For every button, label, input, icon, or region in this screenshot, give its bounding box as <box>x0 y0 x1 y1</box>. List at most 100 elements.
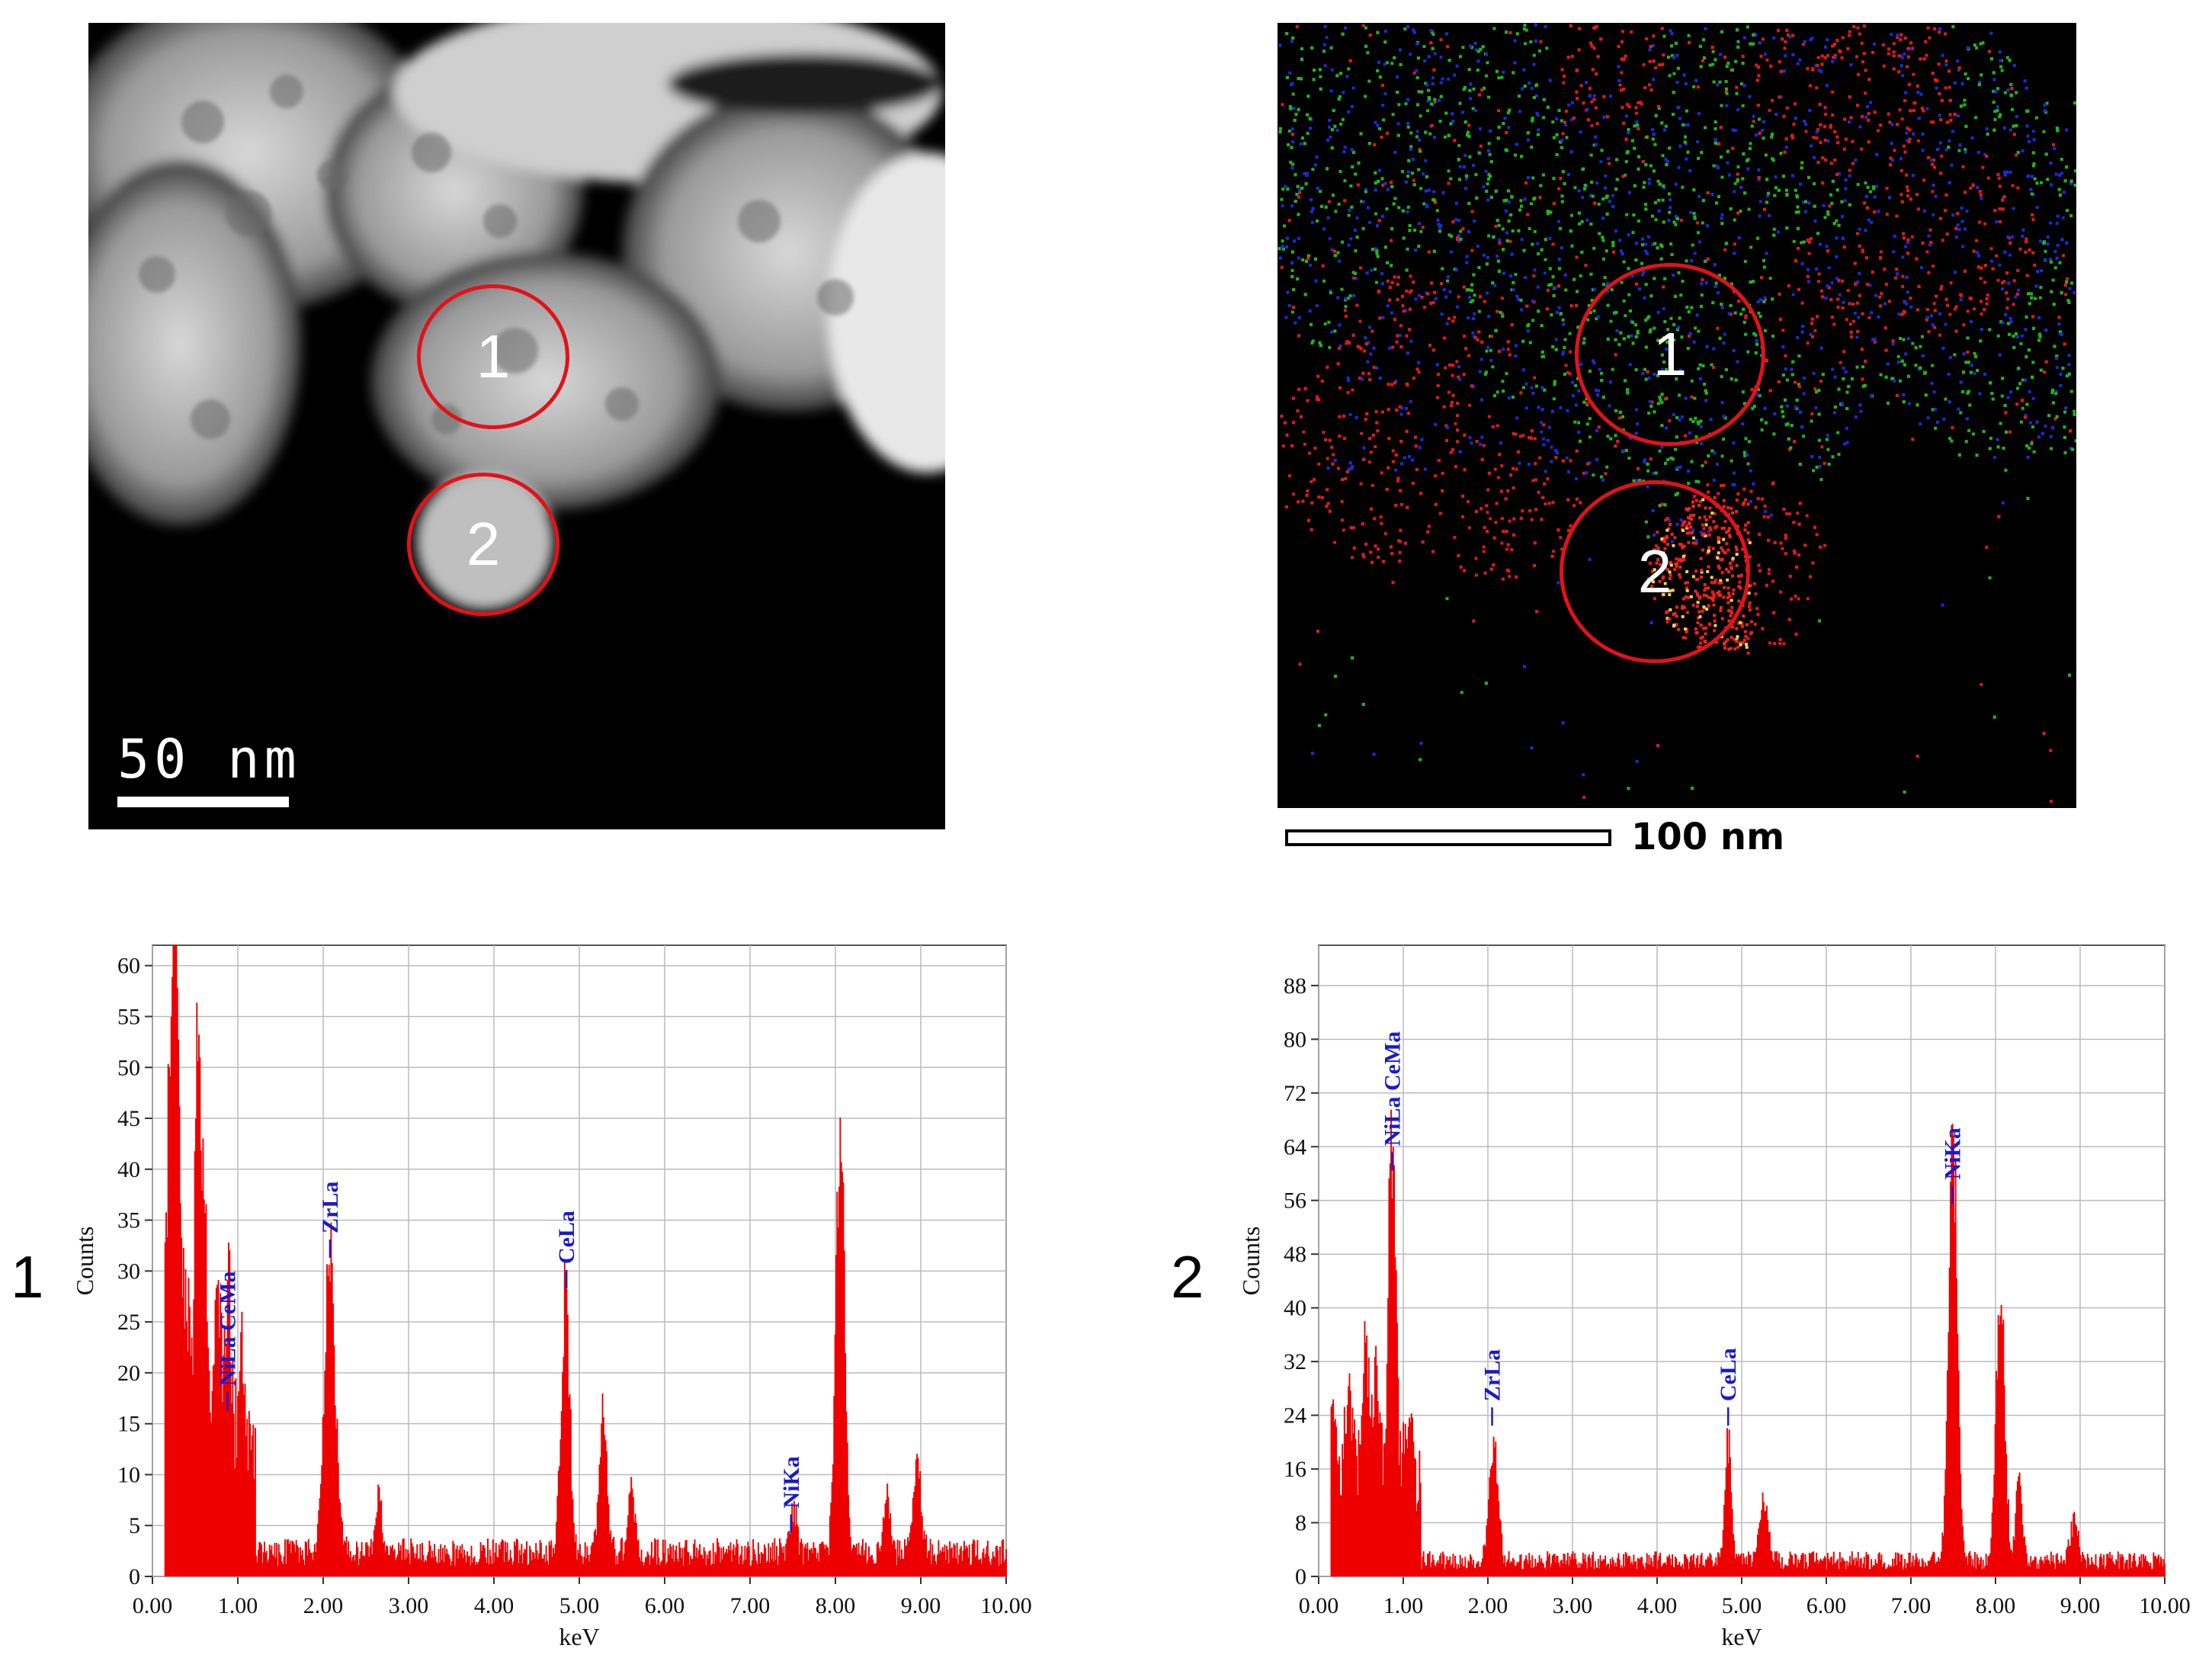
spectrum-bin <box>322 1416 324 1576</box>
spectrum-bin <box>437 1563 439 1576</box>
spectrum-bin <box>726 1549 728 1576</box>
spectrum-bin <box>831 1482 833 1576</box>
spectrum-bin <box>1994 1424 1996 1576</box>
spectrum-bin <box>1823 1556 1826 1576</box>
spectrum-bin <box>1508 1563 1511 1576</box>
spectrum-bin <box>640 1549 643 1576</box>
spectrum-bin <box>304 1541 306 1576</box>
spectrum-bin <box>181 1297 184 1576</box>
spectrum-bin <box>389 1554 390 1576</box>
spectrum-bin <box>267 1562 269 1576</box>
spectrum-bin <box>1746 1556 1748 1576</box>
spectrum-bin <box>242 1384 244 1576</box>
spectrum-bin <box>842 1172 843 1576</box>
spectrum-bin <box>1378 1423 1380 1576</box>
spectrum-bin <box>1649 1564 1651 1576</box>
x-axis-title: keV <box>1721 1623 1762 1650</box>
spectrum-bin <box>2019 1486 2021 1576</box>
spectrum-bin <box>2024 1545 2027 1576</box>
spectrum-bin <box>663 1553 665 1576</box>
spectrum-bin <box>348 1541 350 1576</box>
spectrum-bin <box>345 1536 348 1576</box>
spectrum-bin <box>502 1540 505 1576</box>
spectrum-bin <box>927 1551 929 1576</box>
spectrum-bin <box>1003 1561 1005 1576</box>
spectrum-bin <box>1665 1564 1668 1576</box>
spectrum-bin <box>208 1370 210 1576</box>
spectrum-bin <box>885 1499 887 1576</box>
spectrum-bin <box>926 1557 928 1576</box>
spectrum-bin <box>435 1561 438 1576</box>
spectrum-bin <box>806 1548 807 1576</box>
spectrum-bin <box>1531 1555 1534 1576</box>
spectrum-bin <box>1914 1559 1916 1576</box>
spectrum-bin <box>1910 1567 1912 1576</box>
spectrum-bin <box>652 1558 654 1576</box>
spectrum-bin <box>2059 1562 2061 1576</box>
spectrum-bin <box>1708 1558 1710 1576</box>
spectrum-bin <box>2105 1565 2107 1576</box>
spectrum-bin <box>1974 1551 1976 1576</box>
spectrum-bin <box>1947 1370 1948 1576</box>
spectrum-bin <box>2056 1553 2058 1576</box>
spectrum-bin <box>252 1424 255 1576</box>
spectrum-bin <box>658 1557 660 1576</box>
y-axis-title: Counts <box>1237 1227 1265 1296</box>
spectrum-bin <box>209 1412 211 1576</box>
spectrum-bin <box>1354 1419 1356 1576</box>
spectrum-bin <box>319 1483 322 1576</box>
spectrum-bin <box>1805 1562 1807 1576</box>
spectrum-bin <box>1660 1566 1662 1576</box>
spectrum-bin <box>736 1539 738 1576</box>
spectrum-bin <box>592 1541 595 1576</box>
spectrum-bin <box>1990 1538 1992 1576</box>
spectrum-bin <box>1960 1474 1962 1576</box>
spectrum-bin <box>500 1541 502 1576</box>
spectrum-bin <box>422 1542 423 1576</box>
spectrum-bin <box>2132 1555 2134 1576</box>
spectrum-bin <box>777 1564 779 1576</box>
spectrum-bin <box>1645 1562 1647 1576</box>
spectrum-bin <box>1911 1562 1913 1576</box>
spectrum-bin <box>1727 1463 1730 1576</box>
spectrum-bin <box>1810 1553 1813 1576</box>
spectrum-bin <box>968 1544 970 1576</box>
spectrum-bin <box>2069 1545 2072 1576</box>
y-tick-label: 5 <box>129 1513 140 1538</box>
spectrum-bin <box>2060 1555 2063 1576</box>
spectrum-bin <box>1985 1554 1987 1576</box>
spectrum-bin <box>1877 1554 1880 1576</box>
spectrum-bin <box>883 1518 886 1576</box>
spectrum-bin <box>399 1551 401 1576</box>
spectrum-bin <box>1755 1547 1758 1576</box>
spectrum-bin <box>1907 1563 1909 1576</box>
spectrum-bin <box>1598 1568 1601 1576</box>
spectrum-bin <box>819 1543 822 1576</box>
spectrum-bin <box>1944 1496 1945 1576</box>
spectrum-bin <box>188 1278 190 1576</box>
spectrum-bin <box>2039 1559 2041 1576</box>
spectrum-bin <box>423 1562 425 1576</box>
spectrum-bin <box>1712 1566 1714 1576</box>
spectrum-bin <box>710 1565 712 1576</box>
spectrum-bin <box>1522 1569 1524 1576</box>
spectrum-bin <box>943 1551 945 1576</box>
spectrum-bin <box>1883 1563 1885 1576</box>
y-axis-title: Counts <box>71 1227 98 1296</box>
spectrum-bin <box>1688 1568 1690 1576</box>
spectrum-bin <box>952 1557 954 1576</box>
spectrum-bin <box>787 1531 789 1576</box>
spectrum-bin <box>1847 1566 1849 1576</box>
spectrum-bin <box>2095 1565 2098 1576</box>
spectrum-bin <box>756 1564 758 1576</box>
spectrum-bin <box>1428 1551 1431 1576</box>
spectrum-bin <box>1808 1552 1810 1576</box>
spectrum-bin <box>1829 1557 1832 1576</box>
spectrum-bin <box>860 1555 862 1576</box>
spectrum-bin <box>373 1530 375 1576</box>
spectrum-bin <box>249 1423 252 1576</box>
spectrum-bin <box>229 1362 232 1576</box>
spectrum-bin <box>396 1554 399 1576</box>
spectrum-bin <box>1409 1417 1411 1576</box>
spectrum-bin <box>1415 1458 1417 1576</box>
